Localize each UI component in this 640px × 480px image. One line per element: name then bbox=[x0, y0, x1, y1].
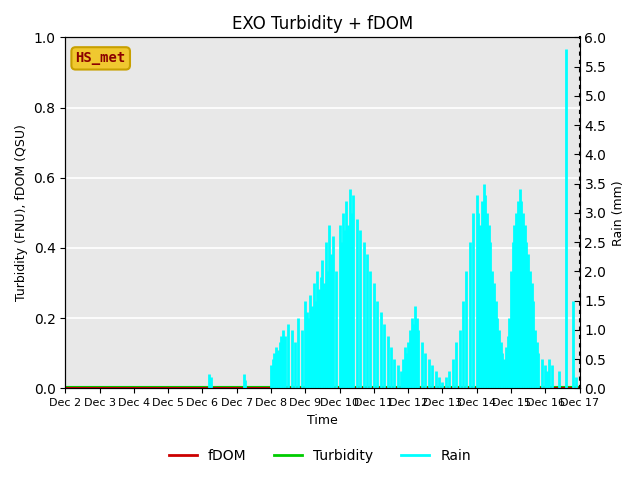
X-axis label: Time: Time bbox=[307, 414, 338, 427]
Title: EXO Turbidity + fDOM: EXO Turbidity + fDOM bbox=[232, 15, 413, 33]
Text: HS_met: HS_met bbox=[76, 51, 126, 65]
Y-axis label: Rain (mm): Rain (mm) bbox=[612, 180, 625, 246]
Y-axis label: Turbidity (FNU), fDOM (QSU): Turbidity (FNU), fDOM (QSU) bbox=[15, 124, 28, 301]
Legend: fDOM, Turbidity, Rain: fDOM, Turbidity, Rain bbox=[164, 443, 476, 468]
